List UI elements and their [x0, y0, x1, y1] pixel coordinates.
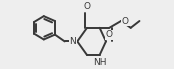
Text: O: O: [106, 30, 113, 39]
Text: O: O: [122, 16, 129, 26]
Text: NH: NH: [93, 58, 106, 67]
Text: O: O: [84, 2, 90, 11]
Text: N: N: [70, 37, 76, 46]
